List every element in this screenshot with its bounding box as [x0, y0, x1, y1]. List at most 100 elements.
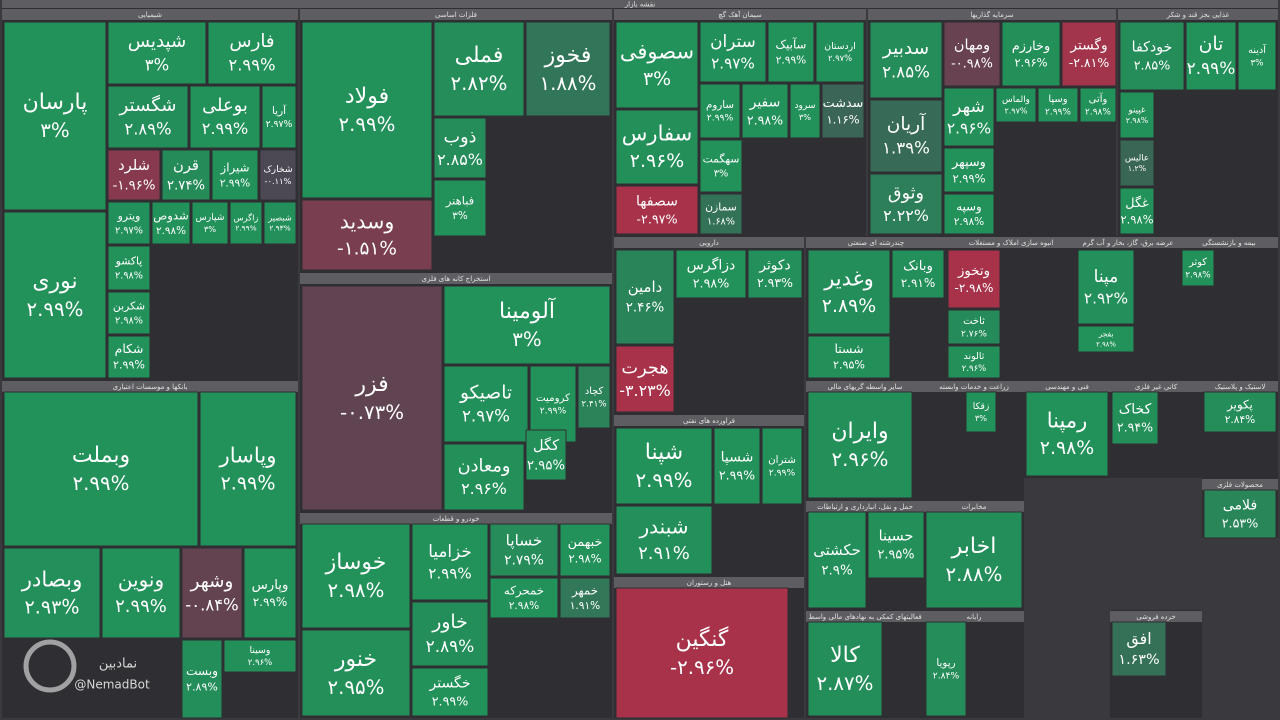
tile — [675, 249, 747, 299]
tile-value: ۲.۹۹% — [952, 171, 985, 185]
tile-name: وآتی — [1089, 92, 1108, 105]
tile — [761, 427, 803, 505]
sector-label: حمل و نقل، انبارداری و ارتباطات — [817, 503, 913, 511]
sector-label: کانی غیر فلزی — [1135, 383, 1178, 391]
tile-name: شیراز — [220, 160, 250, 175]
tile-value: ۲.۸۹% — [822, 295, 876, 317]
chart-title: نقشه بازار — [624, 1, 656, 9]
tile-name: شکربن — [113, 300, 145, 313]
tile-name: کرومیت — [536, 393, 570, 404]
tile-value: ۱.۶۸% — [707, 217, 735, 228]
tile-name: وسپه — [956, 199, 981, 214]
tile-value: ۲.۹۹% — [719, 467, 755, 482]
watermark-handle: @NemadBot — [74, 678, 150, 692]
tile-name: تاصیکو — [459, 382, 512, 403]
tile-name: سهگمت — [703, 153, 740, 166]
tile-value: -۱.۵۱% — [337, 238, 397, 259]
tile — [1185, 21, 1237, 91]
sector-label: هتل و رستوران — [687, 579, 732, 587]
sector-header — [300, 9, 612, 20]
sector-header — [1024, 381, 1110, 392]
tile-name: کوثر — [1188, 257, 1207, 268]
tile — [107, 21, 207, 85]
tile — [229, 201, 263, 245]
tile — [965, 391, 997, 433]
tile-name: پکویر — [1226, 397, 1253, 412]
tile-name: شسپا — [721, 450, 754, 466]
tile-name: خمهر — [571, 583, 598, 598]
tile-name: وخارزم — [1012, 39, 1050, 54]
tile-name: نوری — [32, 269, 77, 294]
tile-value: ۲.۹۶% — [630, 150, 684, 172]
tile-value: ۲.۹۹% — [769, 468, 796, 479]
tile-value: -۲.۹۸% — [955, 281, 994, 295]
tile-name: زاگرس — [234, 213, 259, 223]
tile-value: ۲.۴۱% — [581, 399, 606, 409]
tile-value: ۲.۹۳% — [269, 224, 290, 233]
tile — [615, 185, 699, 235]
tile-value: ۲.۹۸% — [568, 551, 601, 565]
tile-name: شتران — [768, 454, 796, 466]
sector-label: فعالیتهای کمکی به نهادهای مالی واسط — [808, 613, 921, 621]
tile — [263, 201, 297, 245]
sector-header — [2, 381, 298, 392]
tile — [615, 109, 699, 185]
tile — [301, 523, 411, 629]
tile-name: وسپهر — [951, 155, 986, 170]
tile-value: ۲.۹۹% — [235, 224, 256, 233]
sector-header — [806, 237, 946, 248]
tile-value: ۲.۹۳% — [25, 595, 80, 618]
tile — [301, 285, 443, 511]
tile-name: بوعلی — [202, 95, 248, 116]
tile-value: ۲.۹۹% — [1187, 58, 1236, 78]
tile-value: ۲.۹۱% — [901, 276, 936, 290]
tile-name: فولاد — [345, 84, 389, 109]
tile-name: سرود — [794, 101, 815, 111]
sector-header — [2, 9, 298, 20]
tile-value: ۲.۹۹% — [428, 564, 471, 582]
tile-name: وتخوز — [957, 264, 990, 279]
tile — [443, 365, 529, 443]
tile-value: ۲.۹۷% — [1004, 107, 1027, 116]
tile — [943, 193, 995, 235]
tile-value: ۲.۹۹% — [540, 406, 567, 417]
tile-value: ۲.۹۸% — [509, 600, 540, 612]
tile-name: آریان — [887, 112, 926, 135]
tile-value: ۲.۹۳% — [757, 275, 793, 290]
tile-value: ۲.۹۸% — [1096, 340, 1116, 348]
tile-name: وثوق — [888, 183, 924, 203]
sector-label: استخراج کانه های فلزی — [422, 275, 491, 283]
tile — [1203, 391, 1277, 433]
tile — [489, 577, 559, 619]
sector-label: غذایی بجز قند و شکر — [1166, 11, 1230, 19]
tile-value: ۳% — [145, 55, 169, 74]
tile — [995, 87, 1037, 123]
sector-label: شیمیایی — [138, 11, 162, 19]
tile-name: دزاگرس — [687, 257, 736, 274]
tile — [207, 21, 297, 85]
tile-value: ۲.۹۹% — [202, 119, 249, 138]
tile-name: قرن — [173, 157, 199, 174]
tile — [181, 547, 243, 639]
tile-value: ۱.۲% — [1128, 164, 1146, 173]
tile — [925, 511, 1023, 609]
sector-label: خرده فروشی — [1136, 613, 1176, 621]
tile-name: شخارک — [263, 164, 292, 175]
tile-name: فزر — [354, 372, 388, 397]
tile — [191, 201, 229, 245]
tile-value: ۲.۹۸% — [115, 271, 143, 282]
tile-value: ۲.۹۱% — [638, 543, 690, 564]
tile — [943, 147, 995, 193]
tile-value: ۲.۹۶% — [461, 479, 507, 498]
tile-value: -۰.۹۸% — [951, 57, 993, 72]
tile-name: ساروم — [706, 99, 734, 111]
tile — [615, 427, 713, 505]
sector-label: بیمه و بازنشستگی — [1202, 238, 1255, 247]
tile-value: ۳% — [714, 169, 728, 180]
tile-name: شپدیس — [128, 31, 187, 52]
tile-value: ۲.۹۹% — [636, 469, 693, 492]
tile-value: -۲.۹۶% — [670, 656, 734, 679]
tile-name: خودکفا — [1132, 40, 1173, 56]
tile-name: آدینه — [1248, 43, 1267, 56]
